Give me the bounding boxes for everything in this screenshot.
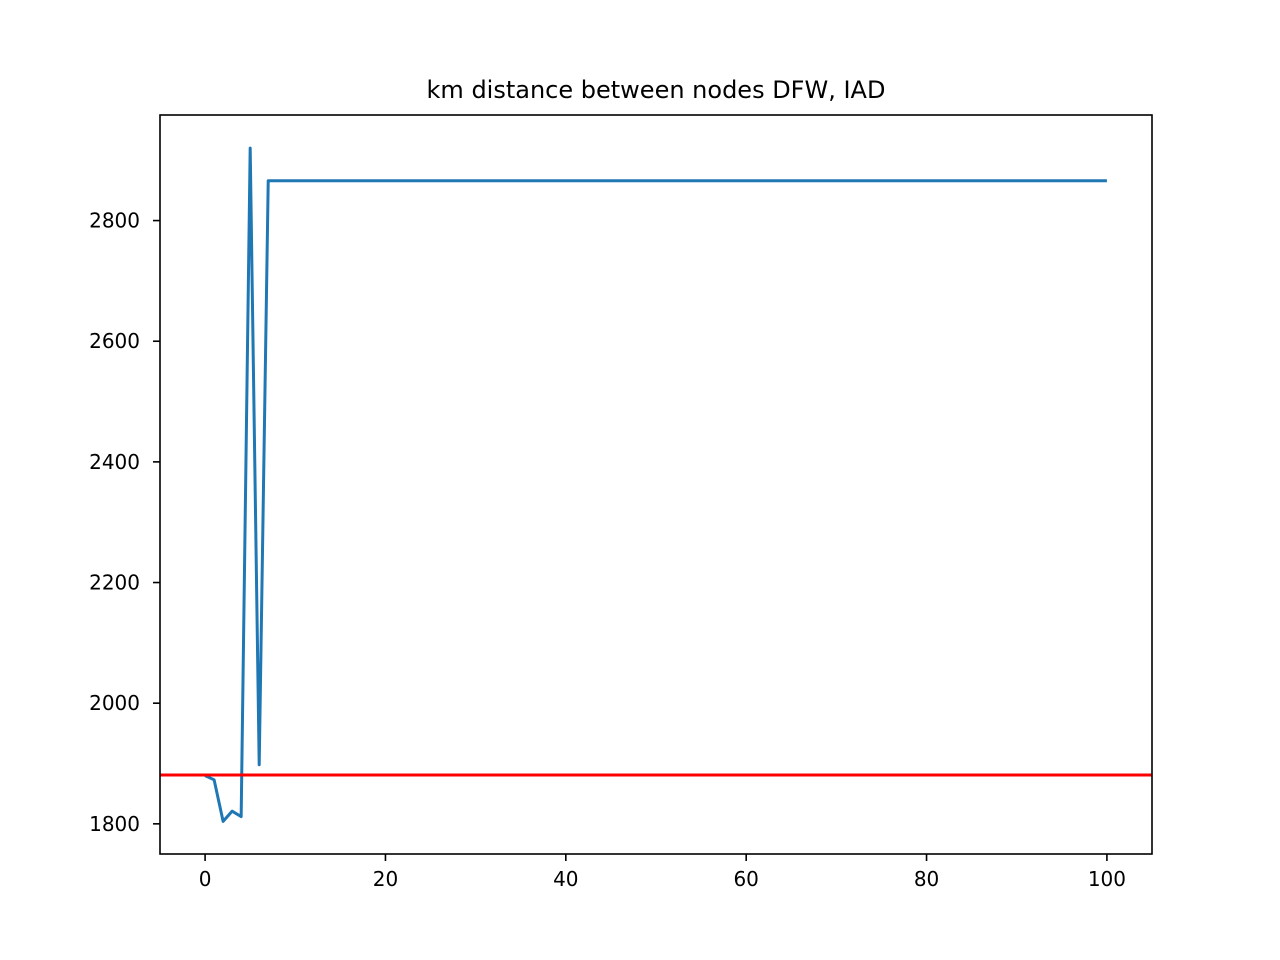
x-tick-label: 100 <box>1088 867 1126 891</box>
y-tick-label: 2200 <box>89 571 140 595</box>
x-tick-label: 80 <box>914 867 939 891</box>
y-tick-label: 2600 <box>89 329 140 353</box>
series-line-0 <box>204 146 1107 823</box>
x-tick-label: 40 <box>553 867 578 891</box>
x-tick-label: 60 <box>733 867 758 891</box>
y-tick-label: 2400 <box>89 450 140 474</box>
x-tick-label: 20 <box>373 867 398 891</box>
y-axis: 1800 2000 2200 2400 2600 2800 <box>89 209 160 836</box>
x-axis: 0 20 40 60 80 100 <box>199 854 1126 891</box>
y-tick-label: 1800 <box>89 812 140 836</box>
x-tick-label: 0 <box>199 867 212 891</box>
y-tick-label: 2800 <box>89 209 140 233</box>
chart-title: km distance between nodes DFW, IAD <box>427 76 886 104</box>
plot-frame <box>159 114 1153 855</box>
y-tick-label: 2000 <box>89 691 140 715</box>
